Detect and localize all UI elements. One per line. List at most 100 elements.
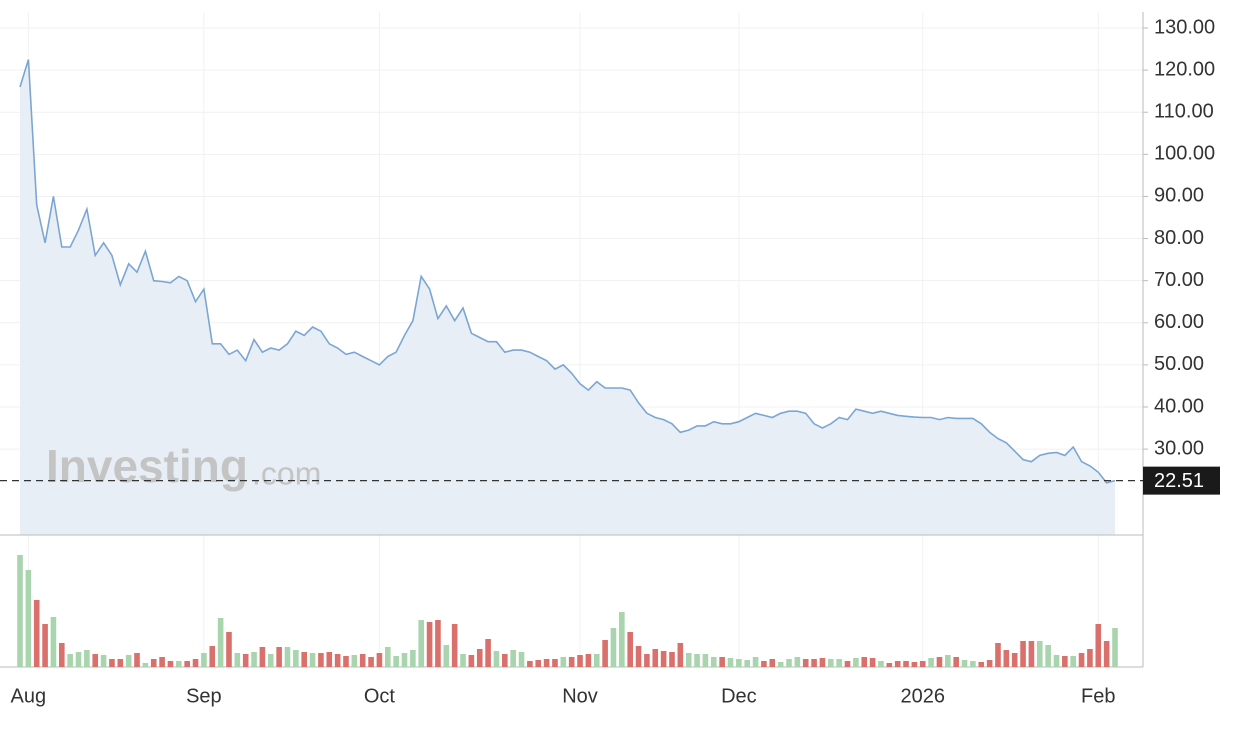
volume-bar	[343, 656, 349, 667]
grid	[0, 12, 1143, 667]
volume-bar	[401, 653, 408, 667]
volume-bar	[92, 654, 99, 667]
x-tick-label: Dec	[721, 685, 757, 707]
volume-bar	[869, 658, 876, 667]
volume-bar	[602, 640, 608, 667]
volume-bar	[259, 647, 266, 667]
volume-bar	[878, 661, 884, 667]
volume-bar	[961, 660, 968, 667]
volume-bar	[410, 650, 416, 667]
volume-bar	[485, 639, 491, 667]
y-tick-label: 60.00	[1154, 311, 1204, 333]
volume-bar	[301, 652, 307, 667]
volume-bar	[217, 618, 224, 667]
volume-bar	[694, 654, 700, 667]
volume-bar	[1036, 641, 1043, 667]
y-tick-label: 70.00	[1154, 269, 1204, 291]
volume-bar	[234, 653, 241, 667]
volume-bar	[493, 651, 500, 667]
y-tick-label: 50.00	[1154, 353, 1204, 375]
last-price-label: 22.51	[1154, 470, 1204, 492]
volume-bar	[502, 654, 508, 667]
volume-bar	[393, 656, 399, 667]
volume-bar	[159, 657, 165, 667]
volume-bar	[167, 661, 174, 667]
volume-bar	[1011, 653, 1018, 667]
volume-bar	[142, 663, 149, 667]
volume-bar	[50, 617, 57, 667]
volume-bar	[25, 570, 32, 667]
volume-bar	[351, 655, 358, 667]
volume-bar	[710, 657, 717, 667]
volume-bar	[702, 654, 709, 667]
volume-bar	[109, 659, 115, 667]
y-tick-label: 110.00	[1154, 101, 1214, 123]
volume-bar	[828, 659, 834, 667]
volume-bar	[426, 622, 433, 667]
volume-bar	[652, 649, 659, 667]
volume-bar	[518, 652, 525, 667]
volume-bar	[309, 653, 316, 667]
volume-bar	[619, 612, 625, 667]
volume-bar	[451, 624, 458, 667]
volume-bar	[794, 657, 801, 667]
volume-bar	[527, 661, 533, 667]
volume-bar	[819, 658, 826, 667]
volume-bar	[33, 600, 40, 667]
volume-bar	[919, 661, 926, 667]
volume-bar	[17, 555, 23, 667]
volume-bar	[384, 647, 391, 667]
volume-bar	[752, 657, 759, 667]
volume-bar	[610, 628, 617, 667]
y-tick-label: 90.00	[1154, 185, 1204, 207]
volume-bar	[134, 653, 140, 667]
volume-bar	[627, 632, 633, 667]
last-price-box	[1143, 466, 1220, 495]
volume-bar	[67, 654, 73, 667]
volume-bar	[1020, 641, 1026, 667]
volume-bar	[251, 652, 257, 667]
volume-bar	[986, 660, 993, 667]
volume-bar	[777, 662, 784, 667]
volume-bar	[811, 659, 817, 667]
volume-bar	[318, 653, 324, 667]
volume-bar	[761, 661, 767, 667]
x-tick-label: Sep	[186, 685, 222, 707]
volume-bar	[1103, 641, 1110, 667]
volume-bar	[552, 659, 558, 667]
volume-bar	[903, 661, 909, 667]
volume-bar	[359, 654, 366, 667]
volume-bar	[585, 654, 592, 667]
volume-bar	[1028, 641, 1035, 667]
volume-bar	[284, 647, 291, 667]
volume-bar	[978, 662, 985, 667]
volume-bar	[293, 650, 299, 667]
volume-bar	[577, 655, 583, 667]
volume-bar	[84, 650, 90, 667]
volume-bar	[443, 645, 450, 667]
volume-bar	[719, 657, 725, 667]
volume-bar	[1112, 628, 1118, 667]
volume-bar	[936, 657, 943, 667]
volume-bar	[276, 647, 282, 667]
volume-bar	[894, 661, 901, 667]
y-tick-label: 30.00	[1154, 437, 1204, 459]
volume-bar	[1045, 645, 1051, 667]
volume-bar	[476, 649, 483, 667]
volume-bar	[42, 624, 48, 667]
volume-bar	[125, 655, 132, 667]
volume-bar	[376, 653, 383, 667]
volume-bar	[945, 655, 951, 667]
volume-bar	[736, 659, 742, 667]
volume-bar	[1087, 649, 1093, 667]
volume-bar	[1053, 655, 1060, 667]
volume-bar	[100, 655, 107, 667]
volume-bar	[192, 659, 199, 667]
volume-bar	[995, 643, 1001, 667]
volume-bar	[435, 620, 441, 667]
volume-bar	[117, 659, 124, 667]
volume-bar	[226, 632, 232, 667]
volume-bar	[460, 654, 466, 667]
volume-bar	[58, 643, 65, 667]
